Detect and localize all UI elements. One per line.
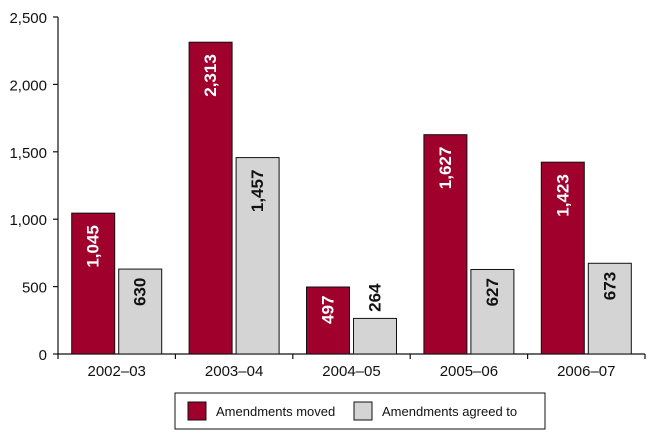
y-tick-label: 0: [39, 347, 47, 364]
legend-label-amendments-moved: Amendments moved: [216, 404, 335, 419]
x-tick-label: 2004–05: [322, 363, 380, 380]
x-tick-label: 2002–03: [87, 363, 145, 380]
bar-amendments-agreed-to: [470, 268, 515, 355]
bar-value-label: 2,313: [201, 54, 220, 97]
bar-amendments-agreed-to: [587, 262, 632, 355]
bar-value-label: 630: [131, 278, 150, 306]
bar-value-label: 1,423: [553, 174, 572, 217]
legend: Amendments moved Amendments agreed to: [174, 392, 546, 430]
y-tick-label: 1,500: [9, 145, 47, 162]
bar-value-label: 264: [366, 283, 385, 312]
bar-value-label: 497: [319, 296, 338, 324]
bar-value-label: 1,045: [84, 225, 103, 268]
bar-amendments-moved: [423, 134, 468, 355]
x-ticks: 2002–03 2003–04 2004–05 2005–06 2006–07: [57, 354, 646, 380]
legend-swatch-amendments-agreed-to: [353, 401, 373, 421]
bar-value-label: 627: [483, 278, 502, 306]
bar-value-label: 673: [600, 272, 619, 300]
x-tick-label: 2006–07: [557, 363, 615, 380]
bar-value-label: 1,627: [436, 147, 455, 190]
y-tick-label: 2,500: [9, 10, 47, 27]
legend-label-amendments-agreed-to: Amendments agreed to: [382, 404, 517, 419]
bar-amendments-agreed-to: [353, 317, 397, 355]
legend-swatch-amendments-moved: [187, 401, 207, 421]
y-tick-label: 2,000: [9, 77, 47, 94]
bar-amendments-moved: [188, 41, 233, 355]
bar-amendments-moved: [71, 212, 116, 355]
x-tick-label: 2003–04: [205, 363, 263, 380]
bars: 1,045 630 2,313 1,457 497 264 1,627 627 1,423 673: [71, 41, 632, 355]
y-ticks: 0 500 1,000 1,500 2,000 2,500: [9, 10, 58, 364]
bar-amendments-moved: [540, 161, 585, 355]
bar-value-label: 1,457: [248, 170, 267, 213]
bar-amendments-agreed-to: [118, 268, 163, 355]
y-tick-label: 1,000: [9, 212, 47, 229]
y-tick-label: 500: [22, 280, 47, 297]
bar-amendments-agreed-to: [235, 157, 280, 355]
bar-amendments-moved: [306, 286, 350, 355]
x-tick-label: 2005–06: [440, 363, 498, 380]
